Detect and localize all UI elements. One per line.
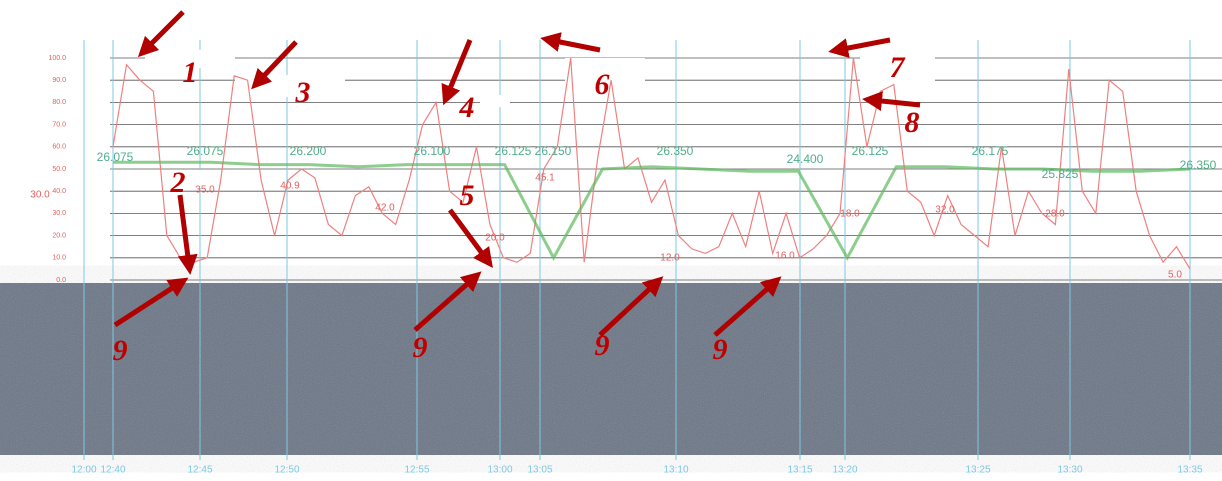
annotation-number: 8 <box>905 106 920 139</box>
y-tick-label: 100.0 <box>48 55 66 62</box>
x-tick-label: 13:10 <box>663 465 688 476</box>
x-tick-label: 12:50 <box>274 465 299 476</box>
y-tick-label: 20.0 <box>52 232 66 239</box>
x-tick-label: 12:40 <box>100 465 125 476</box>
x-tick-label: 13:15 <box>787 465 812 476</box>
y-tick-label: 90.0 <box>52 77 66 84</box>
red-point-label: 40.9 <box>280 181 300 192</box>
annotation-number: 2 <box>170 166 186 199</box>
red-point-label: 30.0 <box>30 190 50 201</box>
green-point-label: 26.125 <box>495 144 532 158</box>
red-point-label: 28.0 <box>1045 209 1065 220</box>
green-point-label: 24.400 <box>787 152 824 166</box>
x-tick-label: 13:35 <box>1177 465 1202 476</box>
x-tick-label: 12:45 <box>187 465 212 476</box>
x-tick-label: 13:00 <box>487 465 512 476</box>
red-point-label: 16.0 <box>775 251 795 262</box>
annotation-number: 5 <box>460 179 475 212</box>
annotation-arrow <box>180 195 189 265</box>
photo-noise <box>0 283 1222 455</box>
red-point-label: 5.0 <box>1168 270 1182 281</box>
series-line <box>113 162 1190 257</box>
annotation-number: 9 <box>713 333 728 366</box>
green-point-label: 25.825 <box>1042 167 1079 181</box>
annotation-arrow <box>838 40 890 50</box>
red-point-label: 20.0 <box>485 233 505 244</box>
x-tick-label: 12:00 <box>71 465 96 476</box>
green-point-label: 26.350 <box>1180 158 1217 172</box>
green-point-label: 26.175 <box>972 144 1009 158</box>
annotation-number: 7 <box>890 51 906 84</box>
green-point-label: 26.100 <box>414 144 451 158</box>
annotation-number: 3 <box>295 76 311 109</box>
y-tick-label: 10.0 <box>52 255 66 262</box>
annotation-number: 4 <box>459 91 475 124</box>
green-point-label: 26.200 <box>290 144 327 158</box>
y-tick-label: 60.0 <box>52 144 66 151</box>
y-tick-label: 70.0 <box>52 121 66 128</box>
green-point-label: 26.150 <box>535 144 572 158</box>
annotation-arrow <box>450 210 487 260</box>
red-point-label: 18.0 <box>840 209 860 220</box>
y-tick-label: 30.0 <box>52 210 66 217</box>
annotation-number: 1 <box>183 56 198 89</box>
x-tick-label: 13:30 <box>1057 465 1082 476</box>
annotation-number: 9 <box>413 331 428 364</box>
red-point-label: 42.0 <box>375 203 395 214</box>
annotation-arrow <box>872 100 920 105</box>
x-tick-label: 13:25 <box>965 465 990 476</box>
y-tick-label: 80.0 <box>52 99 66 106</box>
chart: 0.010.020.030.040.050.060.070.080.090.01… <box>0 0 1222 481</box>
red-point-label: 35.0 <box>195 185 215 196</box>
green-point-label: 26.075 <box>187 144 224 158</box>
x-tick-label: 12:55 <box>404 465 429 476</box>
green-point-label: 26.075 <box>97 150 134 164</box>
x-tick-label: 13:20 <box>832 465 857 476</box>
red-point-label: 32.0 <box>935 205 955 216</box>
green-point-label: 26.125 <box>852 144 889 158</box>
red-point-label: 12.0 <box>660 253 680 264</box>
annotation-number: 6 <box>595 68 610 101</box>
red-point-label: 45.1 <box>535 173 555 184</box>
annotation-arrow <box>550 40 600 50</box>
cover-box <box>235 75 345 97</box>
y-tick-label: 50.0 <box>52 166 66 173</box>
y-tick-label: 0.0 <box>56 277 66 284</box>
annotation-arrow <box>145 12 183 50</box>
x-tick-label: 13:05 <box>527 465 552 476</box>
green-point-label: 26.350 <box>657 144 694 158</box>
annotation-number: 9 <box>113 334 128 367</box>
annotation-arrow <box>447 40 470 96</box>
annotation-number: 9 <box>595 329 610 362</box>
y-tick-label: 40.0 <box>52 188 66 195</box>
cover-box <box>480 95 510 107</box>
